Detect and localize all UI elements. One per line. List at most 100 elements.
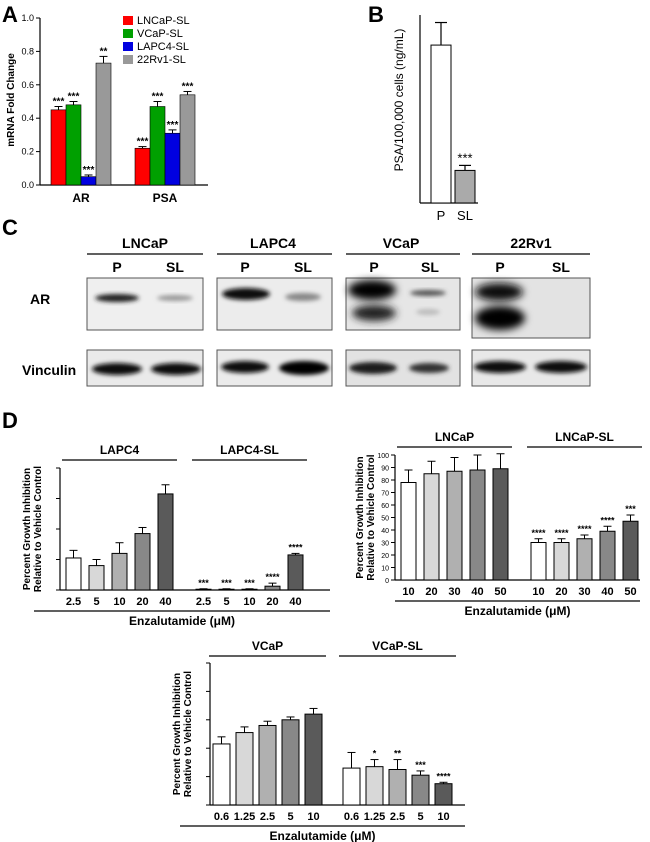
chart-d3-bar — [434, 783, 453, 806]
chart-d2-lncap-inhibition: Percent Growth InhibitionRelative to Veh… — [355, 430, 642, 618]
chart-d2-x-tick-label: 50 — [624, 586, 636, 598]
chart-d3-significance-label: **** — [436, 771, 451, 781]
chart-d1-bar — [111, 552, 128, 591]
lane-label-p: P — [369, 259, 378, 275]
chart-d3-bar — [281, 719, 300, 806]
chart-a-bar — [80, 176, 97, 186]
chart-d2-bar — [446, 470, 463, 581]
panel-label-d: D — [2, 408, 18, 433]
blot-ar-vcap — [345, 277, 461, 331]
chart-d2-y-tick-label: 60 — [381, 503, 389, 510]
chart-a-bar — [95, 62, 112, 186]
chart-a-y-tick-label: 0.6 — [21, 80, 34, 90]
chart-d2-y-tick-label: 100 — [377, 453, 389, 460]
blot-ar-lapc4 — [216, 277, 333, 331]
chart-a-bar — [164, 132, 181, 186]
chart-d1-x-tick-label: 20 — [266, 596, 278, 608]
chart-d3-x-axis-label: Enzalutamide (μM) — [269, 829, 375, 842]
chart-a-significance-label: ** — [100, 46, 108, 57]
chart-d1-bar — [264, 585, 281, 591]
chart-d2-x-tick-label: 40 — [471, 586, 483, 598]
chart-d2-group-label: LNCaP-SL — [555, 430, 614, 444]
chart-a-significance-label: *** — [68, 92, 80, 103]
lane-label-sl: SL — [421, 259, 439, 275]
chart-d1-x-tick-label: 10 — [113, 596, 125, 608]
chart-d2-x-tick-label: 20 — [425, 586, 437, 598]
chart-d3-x-tick-label: 10 — [307, 811, 319, 823]
chart-b-category-label: SL — [457, 208, 473, 223]
chart-d1-y-axis-label: Percent Growth InhibitionRelative to Veh… — [22, 466, 44, 592]
chart-a-bar — [134, 147, 151, 186]
chart-d3-x-tick-label: 1.25 — [364, 811, 385, 823]
western-blot-panel: LNCaP LAPC4 VCaP 22Rv1 P SL P SL P SL P … — [22, 235, 591, 387]
blot-label-22rv1: 22Rv1 — [510, 235, 551, 251]
chart-b-significance-label: *** — [457, 150, 472, 165]
chart-d3-bar — [212, 743, 231, 806]
chart-d2-significance-label: *** — [625, 504, 636, 514]
chart-d2-y-tick-label: 30 — [381, 541, 389, 548]
chart-a-significance-label: *** — [167, 120, 179, 131]
chart-b-y-axis-label: PSA/100,000 cells (ng/mL) — [392, 29, 406, 172]
blot-label-lncap: LNCaP — [122, 235, 168, 251]
chart-d1-significance-label: *** — [198, 578, 209, 588]
chart-d1-significance-label: *** — [221, 578, 232, 588]
chart-d2-y-tick-label: 80 — [381, 478, 389, 485]
chart-d1-significance-label: *** — [244, 578, 255, 588]
chart-d1-bar — [157, 493, 174, 591]
chart-d2-bar — [423, 473, 440, 581]
chart-a-y-tick-label: 0.8 — [21, 46, 34, 56]
chart-d3-y-axis-label: Percent Growth InhibitionRelative to Veh… — [172, 671, 194, 797]
chart-d2-x-tick-label: 20 — [555, 586, 567, 598]
chart-a-legend-swatch — [123, 29, 133, 38]
chart-d1-significance-label: **** — [288, 542, 303, 552]
chart-d2-y-tick-label: 70 — [381, 491, 389, 498]
lane-label-sl: SL — [166, 259, 184, 275]
chart-d3-x-tick-label: 5 — [417, 811, 423, 823]
chart-a-legend-label: LAPC4-SL — [137, 41, 189, 53]
chart-d2-group-label: LNCaP — [435, 430, 474, 444]
chart-d3-significance-label: ** — [394, 749, 402, 759]
chart-d1-bar — [88, 565, 105, 591]
chart-d2-bar — [599, 530, 616, 581]
chart-a-bar — [179, 94, 196, 186]
chart-d2-x-tick-label: 50 — [494, 586, 506, 598]
chart-d2-y-tick-label: 40 — [381, 528, 389, 535]
blot-vinculin-lapc4 — [216, 349, 333, 387]
chart-d2-bar — [576, 538, 593, 581]
chart-b-bar — [454, 169, 476, 204]
chart-d3-bar — [365, 766, 384, 806]
chart-d3-x-tick-label: 10 — [437, 811, 449, 823]
chart-d1-x-tick-label: 2.5 — [196, 596, 211, 608]
blot-ar-22rv1 — [471, 277, 591, 339]
chart-d1-x-tick-label: 5 — [93, 596, 99, 608]
chart-d3-x-tick-label: 5 — [287, 811, 293, 823]
blot-vinculin-lncap — [86, 349, 204, 387]
chart-d3-bar — [235, 732, 254, 806]
chart-d2-y-tick-label: 50 — [381, 516, 389, 523]
chart-d2-x-tick-label: 10 — [532, 586, 544, 598]
chart-d1-x-axis-label: Enzalutamide (μM) — [129, 614, 235, 628]
chart-d1-bar — [134, 533, 151, 591]
chart-d1-bar — [241, 588, 258, 591]
chart-d2-y-axis-label: Percent Growth InhibitionRelative to Veh… — [355, 454, 377, 580]
chart-d2-x-tick-label: 30 — [448, 586, 460, 598]
chart-a-bar — [149, 106, 166, 186]
chart-a-legend-swatch — [123, 16, 133, 25]
chart-a-significance-label: *** — [83, 165, 95, 176]
chart-a-legend-swatch — [123, 42, 133, 51]
chart-d1-bar — [195, 588, 212, 591]
chart-d2-bar — [530, 542, 547, 581]
chart-d2-bar — [622, 520, 639, 581]
chart-d1-bar — [65, 557, 82, 591]
chart-d2-x-tick-label: 40 — [601, 586, 613, 598]
chart-d3-vcap-inhibition: Percent Growth InhibitionRelative to Veh… — [172, 639, 465, 842]
chart-d1-x-tick-label: 10 — [243, 596, 255, 608]
chart-a-y-tick-label: 0.0 — [21, 180, 34, 190]
chart-d3-x-tick-label: 2.5 — [390, 811, 405, 823]
chart-d2-significance-label: **** — [600, 515, 615, 525]
chart-d1-bar — [287, 554, 304, 591]
chart-d1-x-tick-label: 5 — [223, 596, 229, 608]
chart-d3-bar — [411, 774, 430, 806]
chart-d3-x-tick-label: 0.6 — [344, 811, 359, 823]
lane-label-p: P — [495, 259, 504, 275]
